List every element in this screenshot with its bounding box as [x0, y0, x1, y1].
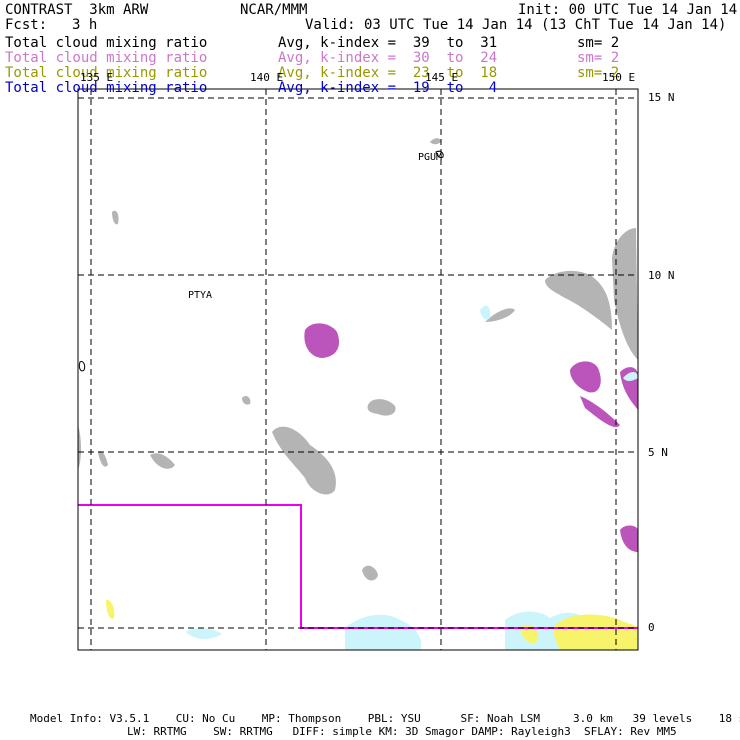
model-title: CONTRAST 3km ARW [5, 2, 149, 18]
init-time: Init: 00 UTC Tue 14 Jan 14 [518, 2, 738, 18]
lat-label: 10 N [648, 269, 675, 282]
legend-range: Avg, k-index = 30 to 24 [278, 50, 498, 66]
gray-clouds [78, 138, 638, 581]
yellow-clouds [106, 599, 638, 650]
forecast-label: Fcst: [5, 17, 48, 33]
lon-label: 140 E [250, 71, 284, 84]
station-label-ptya: PTYA [188, 290, 213, 301]
valid-time: Valid: 03 UTC Tue 14 Jan 14 (13 ChT Tue … [305, 17, 727, 33]
lat-label: 15 N [648, 91, 675, 104]
legend-smoothing: sm= 2 [577, 50, 620, 66]
lon-label: 135 E [80, 71, 114, 84]
model-info-line1: Model Info: V3.5.1 CU: No Cu MP: Thompso… [30, 712, 740, 725]
cloud-shading [78, 138, 638, 650]
legend-field: Total cloud mixing ratio [5, 65, 208, 81]
legend-field: Total cloud mixing ratio [5, 80, 208, 96]
legend-field: Total cloud mixing ratio [5, 50, 208, 66]
legend-range: Avg, k-index = 39 to 31 [278, 35, 498, 51]
legend-range: Avg, k-index = 19 to 4 [278, 80, 498, 96]
lat-label: 0 [648, 621, 655, 634]
coastlines [78, 150, 444, 372]
legend-smoothing: sm= 2 [577, 65, 620, 81]
model-info-line2: LW: RRTMG SW: RRTMG DIFF: simple KM: 3D … [127, 725, 677, 738]
legend-smoothing: sm= 2 [577, 35, 620, 51]
legend-field: Total cloud mixing ratio [5, 35, 208, 51]
region-boundary [78, 504, 638, 629]
organization: NCAR/MMM [240, 2, 308, 18]
map-frame [77, 88, 639, 651]
magenta-clouds [304, 323, 638, 552]
legend-range: Avg, k-index = 23 to 18 [278, 65, 498, 81]
lon-label: 150 E [602, 71, 636, 84]
lat-label: 5 N [648, 446, 668, 459]
station-label-pgum: PGUM [418, 152, 443, 163]
lat-lon-grid [78, 89, 638, 650]
cyan-clouds [186, 305, 638, 650]
lon-label: 145 E [425, 71, 459, 84]
forecast-hour: 3 h [72, 17, 98, 33]
